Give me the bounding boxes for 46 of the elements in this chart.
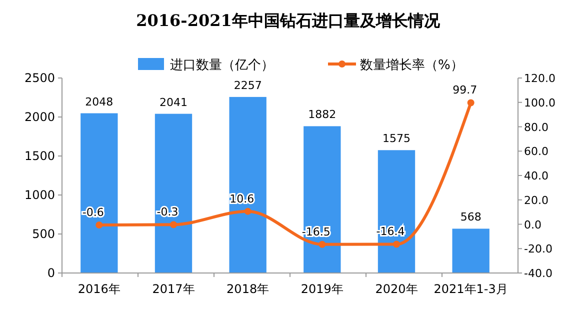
data-label: 1882 [308, 108, 336, 122]
x-tick-label: 2017年 [152, 282, 195, 296]
y2-tick-label: 40.0 [524, 170, 548, 182]
data-label: 1575 [382, 132, 410, 146]
point [467, 99, 474, 106]
data-label: 2257 [234, 78, 262, 92]
x-tick-label: 2018年 [226, 282, 270, 296]
data-label: 10.6 [230, 192, 254, 206]
x-tick-label: 2021年1-3月 [434, 282, 508, 296]
y-tick-label: 1000 [24, 188, 55, 202]
legend-label: 进口数量（亿个） [170, 58, 274, 73]
x-tick-label: 2016年 [78, 282, 120, 296]
data-label: 2048 [85, 95, 114, 108]
legend-label: 数量增长率（%） [360, 57, 464, 73]
data-label: 568 [460, 210, 482, 224]
bar [378, 150, 416, 273]
y2-tick-label: 20.0 [524, 194, 548, 207]
bar [80, 113, 118, 273]
bar [154, 114, 192, 273]
y2-tick-label: 80.0 [524, 120, 548, 134]
y-tick-label: 0 [47, 266, 55, 280]
data-label: -0.3 [156, 206, 178, 219]
y2-tick-label: -20.0 [524, 242, 552, 256]
point [244, 208, 252, 215]
bar [452, 228, 490, 273]
data-label: 2041 [160, 96, 188, 109]
point [318, 240, 326, 248]
x-tick-label: 2020年 [375, 282, 418, 296]
y2-tick-label: 100.0 [524, 96, 556, 110]
y-tick-label: 1500 [24, 149, 55, 163]
bar [304, 126, 341, 273]
bar [229, 96, 266, 273]
data-label: -0.6 [82, 206, 104, 219]
y-tick-label: 2000 [24, 110, 55, 124]
x-tick-label: 2019年 [300, 282, 344, 296]
data-label: 99.7 [452, 84, 478, 97]
y2-tick-label: -40.0 [524, 267, 552, 280]
y2-tick-label: 0.0 [524, 218, 542, 232]
y-tick-label: 2500 [24, 71, 55, 85]
point [393, 240, 400, 248]
point [96, 221, 103, 228]
y-tick-label: 500 [32, 227, 55, 241]
y2-tick-label: 60.0 [524, 145, 548, 158]
y2-tick-label: 120.0 [524, 72, 556, 85]
point [170, 221, 177, 228]
chart-title: 2016-2021年中国钻石进口量及增长情况 [136, 11, 441, 30]
